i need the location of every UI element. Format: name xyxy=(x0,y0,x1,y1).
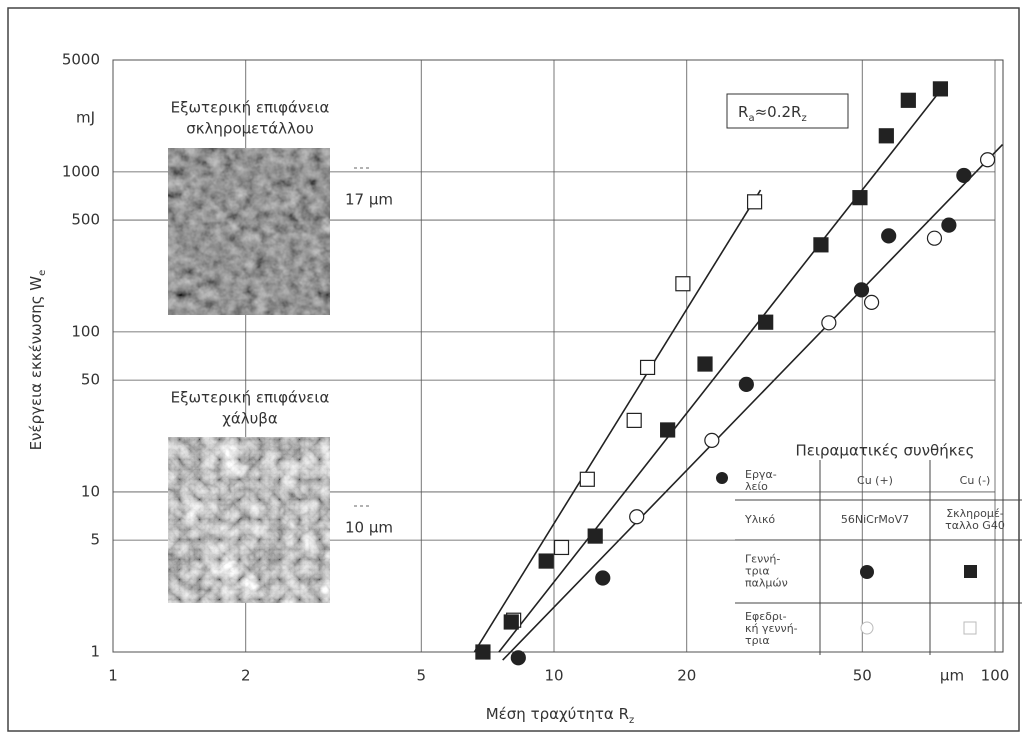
table-cell: λείο xyxy=(745,480,768,493)
fit-line xyxy=(499,85,945,652)
y-axis-title: Ενέργεια εκκένωσης We xyxy=(27,270,48,451)
fit-line xyxy=(474,190,760,652)
marker xyxy=(814,238,828,252)
marker xyxy=(630,510,644,524)
x-axis-title: Μέση τραχύτητα Rz xyxy=(486,705,635,726)
annotation-part: ≈0.2R xyxy=(755,103,802,121)
table-symbol xyxy=(861,622,873,634)
table-cell: Υλικό xyxy=(744,513,775,526)
table-cell: τρια xyxy=(745,634,770,647)
marker xyxy=(676,277,690,291)
inset-photo xyxy=(168,148,330,315)
table-cell: ταλλο G40 xyxy=(945,519,1005,532)
y-tick-label: 500 xyxy=(71,211,100,229)
x-tick-label: 1 xyxy=(108,667,118,685)
y-tick-label: 100 xyxy=(71,322,100,340)
marker xyxy=(933,82,947,96)
y-tick-label: 1 xyxy=(90,643,100,661)
inset-scale: 17 μm xyxy=(345,191,393,209)
marker xyxy=(661,423,675,437)
marker xyxy=(854,283,868,297)
table-symbol xyxy=(964,622,976,634)
y-tick-label: 1000 xyxy=(62,162,100,180)
y-tick-label: 50 xyxy=(81,371,100,389)
table-symbol xyxy=(964,565,977,578)
marker xyxy=(942,218,956,232)
marker xyxy=(504,615,518,629)
y-tick-label: 10 xyxy=(81,482,100,500)
x-tick-label: 2 xyxy=(241,667,251,685)
annotation: Ra≈0.2Rz xyxy=(738,103,807,124)
marker xyxy=(596,571,610,585)
table-cell: Cu (-) xyxy=(960,474,991,487)
marker xyxy=(853,191,867,205)
marker xyxy=(705,433,719,447)
inset-scale: 10 μm xyxy=(345,519,393,537)
marker xyxy=(882,229,896,243)
marker xyxy=(641,360,655,374)
y-tick-label: 5 xyxy=(90,531,100,549)
table-cell: 56NiCrMoV7 xyxy=(841,513,909,526)
marker xyxy=(759,315,773,329)
table-cell: παλμών xyxy=(745,577,788,590)
marker xyxy=(739,377,753,391)
y-axis-title-part: e xyxy=(37,270,48,276)
marker xyxy=(901,93,915,107)
y-axis-title-part: Ενέργεια εκκένωσης W xyxy=(27,276,45,451)
table-cell: Cu (+) xyxy=(857,474,893,487)
marker xyxy=(476,645,490,659)
marker xyxy=(627,413,641,427)
marker xyxy=(539,554,553,568)
inset-caption: σκληρομετάλλου xyxy=(186,120,314,138)
x-axis-title-part: Μέση τραχύτητα R xyxy=(486,705,629,723)
x-tick-label: 5 xyxy=(416,667,426,685)
marker xyxy=(927,231,941,245)
marker xyxy=(555,540,569,554)
marker xyxy=(981,153,995,167)
x-axis-title-part: z xyxy=(629,715,634,726)
inset-caption: χάλυβα xyxy=(222,410,278,428)
marker xyxy=(511,651,525,665)
table-title: Πειραματικές συνθήκες xyxy=(796,442,975,460)
x-tick-label: 10 xyxy=(544,667,563,685)
marker xyxy=(698,357,712,371)
marker xyxy=(822,316,836,330)
inset-caption: Εξωτερική επιφάνεια xyxy=(171,389,330,407)
marker xyxy=(580,472,594,486)
x-tick-label: 100 xyxy=(981,667,1010,685)
inset-caption: Εξωτερική επιφάνεια xyxy=(171,99,330,117)
marker xyxy=(879,129,893,143)
y-unit: mJ xyxy=(76,109,95,127)
y-tick-label: 5000 xyxy=(62,51,100,69)
inset-photo xyxy=(168,437,330,603)
x-tick-label: 50 xyxy=(853,667,872,685)
marker xyxy=(957,168,971,182)
marker xyxy=(588,529,602,543)
x-tick-label: 20 xyxy=(677,667,696,685)
bullet xyxy=(716,472,728,484)
annotation-part: z xyxy=(801,113,806,124)
marker xyxy=(748,195,762,209)
x-unit: μm xyxy=(940,667,964,685)
table-symbol xyxy=(860,565,874,579)
chart: 1 2 5 10 20 50 100 1 5 10 50 100 500 1000 5000 μm mJ Μέση… xyxy=(0,0,1027,738)
annotation-part: R xyxy=(738,103,748,121)
marker xyxy=(865,295,879,309)
